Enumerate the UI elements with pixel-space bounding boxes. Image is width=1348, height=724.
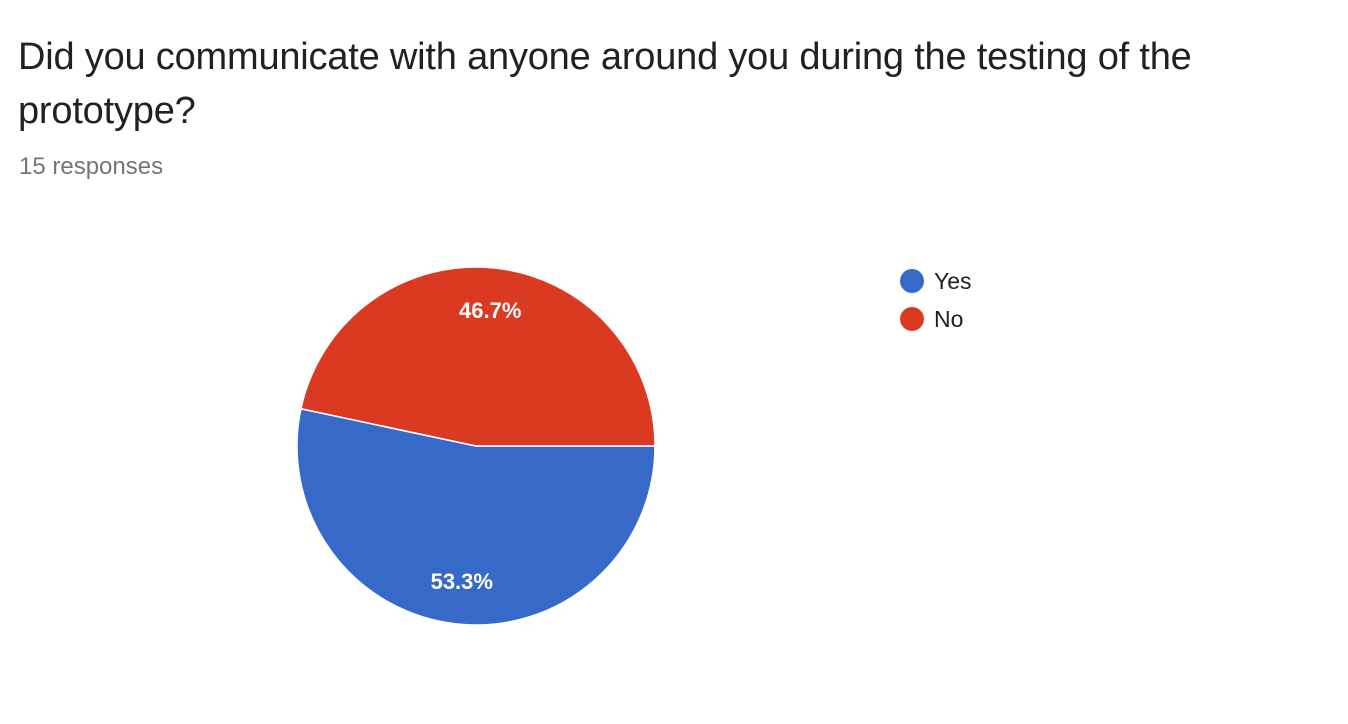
slice-label-no: 46.7%	[459, 298, 521, 323]
legend-label-no: No	[934, 305, 964, 332]
slice-label-yes: 53.3%	[431, 569, 493, 594]
response-count: 15 responses	[19, 153, 164, 180]
legend-swatch-no	[900, 307, 924, 331]
chart-legend: Yes No	[900, 262, 972, 338]
legend-label-yes: Yes	[934, 267, 972, 294]
question-title: Did you communicate with anyone around y…	[18, 36, 1192, 132]
pie-slice-no[interactable]	[300, 266, 656, 447]
legend-swatch-yes	[900, 269, 924, 293]
pie-slice-yes[interactable]	[296, 408, 656, 626]
pie-slices	[296, 266, 656, 626]
legend-item-no[interactable]: No	[900, 300, 972, 338]
legend-item-yes[interactable]: Yes	[900, 262, 972, 300]
pie-labels: 53.3% 46.7%	[431, 298, 522, 594]
